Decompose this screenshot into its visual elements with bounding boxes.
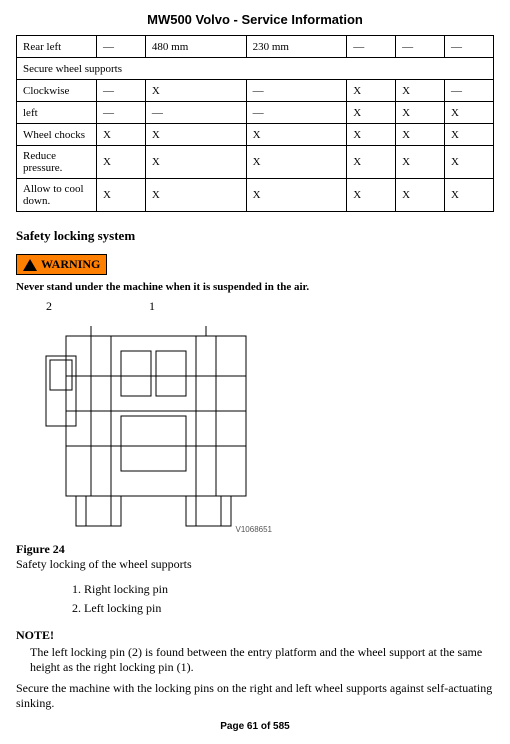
- figure: 2 1: [16, 299, 494, 536]
- cell: 480 mm: [145, 36, 246, 58]
- cell: X: [347, 179, 396, 212]
- row-label: left: [17, 102, 97, 124]
- cell: —: [445, 80, 494, 102]
- cell: X: [145, 146, 246, 179]
- cell: X: [145, 179, 246, 212]
- row-label: Reduce pressure.: [17, 146, 97, 179]
- cell: X: [246, 146, 347, 179]
- list-item: Left locking pin: [84, 601, 494, 616]
- table-row: Rear left — 480 mm 230 mm — — —: [17, 36, 494, 58]
- table-row: Clockwise — X — X X —: [17, 80, 494, 102]
- cell: —: [396, 36, 445, 58]
- cell: X: [347, 124, 396, 146]
- section-label: Secure wheel supports: [17, 58, 494, 80]
- cell: X: [396, 124, 445, 146]
- cell: X: [145, 124, 246, 146]
- table-row: Reduce pressure. X X X X X X: [17, 146, 494, 179]
- machine-diagram-icon: [36, 316, 276, 536]
- note-heading: NOTE!: [16, 628, 494, 643]
- cell: —: [347, 36, 396, 58]
- callout-1: 1: [149, 299, 155, 313]
- page-title: MW500 Volvo - Service Information: [16, 12, 494, 27]
- locking-pin-list: Right locking pin Left locking pin: [44, 582, 494, 616]
- cell: —: [97, 102, 146, 124]
- cell: —: [145, 102, 246, 124]
- cell: X: [347, 102, 396, 124]
- instruction-text: Secure the machine with the locking pins…: [16, 681, 494, 711]
- cell: X: [445, 102, 494, 124]
- image-id: V1068651: [236, 525, 272, 534]
- cell: —: [97, 80, 146, 102]
- section-heading: Safety locking system: [16, 228, 494, 244]
- cell: 230 mm: [246, 36, 347, 58]
- cell: X: [97, 146, 146, 179]
- warning-text: Never stand under the machine when it is…: [16, 281, 494, 293]
- cell: X: [396, 179, 445, 212]
- cell: —: [97, 36, 146, 58]
- page-footer: Page 61 of 585: [16, 721, 494, 732]
- row-label: Rear left: [17, 36, 97, 58]
- warning-badge: WARNING: [16, 254, 107, 275]
- cell: X: [97, 179, 146, 212]
- cell: X: [97, 124, 146, 146]
- row-label: Wheel chocks: [17, 124, 97, 146]
- figure-callouts: 2 1: [16, 299, 494, 314]
- cell: X: [396, 102, 445, 124]
- table-row: Allow to cool down. X X X X X X: [17, 179, 494, 212]
- cell: —: [246, 80, 347, 102]
- figure-label: Figure 24: [16, 542, 494, 557]
- figure-image: V1068651: [36, 316, 276, 536]
- cell: X: [246, 179, 347, 212]
- cell: —: [445, 36, 494, 58]
- cell: X: [347, 146, 396, 179]
- cell: X: [445, 124, 494, 146]
- warning-icon: [23, 259, 37, 271]
- row-label: Allow to cool down.: [17, 179, 97, 212]
- cell: X: [246, 124, 347, 146]
- cell: X: [445, 146, 494, 179]
- cell: —: [246, 102, 347, 124]
- cell: X: [396, 80, 445, 102]
- table-row: Wheel chocks X X X X X X: [17, 124, 494, 146]
- cell: X: [445, 179, 494, 212]
- figure-caption: Safety locking of the wheel supports: [16, 557, 494, 572]
- note-body: The left locking pin (2) is found betwee…: [30, 645, 494, 675]
- spec-table: Rear left — 480 mm 230 mm — — — Secure w…: [16, 35, 494, 212]
- warning-label: WARNING: [41, 257, 100, 272]
- cell: X: [145, 80, 246, 102]
- table-section-row: Secure wheel supports: [17, 58, 494, 80]
- cell: X: [347, 80, 396, 102]
- callout-2: 2: [46, 299, 146, 314]
- list-item: Right locking pin: [84, 582, 494, 597]
- cell: X: [396, 146, 445, 179]
- table-row: left — — — X X X: [17, 102, 494, 124]
- row-label: Clockwise: [17, 80, 97, 102]
